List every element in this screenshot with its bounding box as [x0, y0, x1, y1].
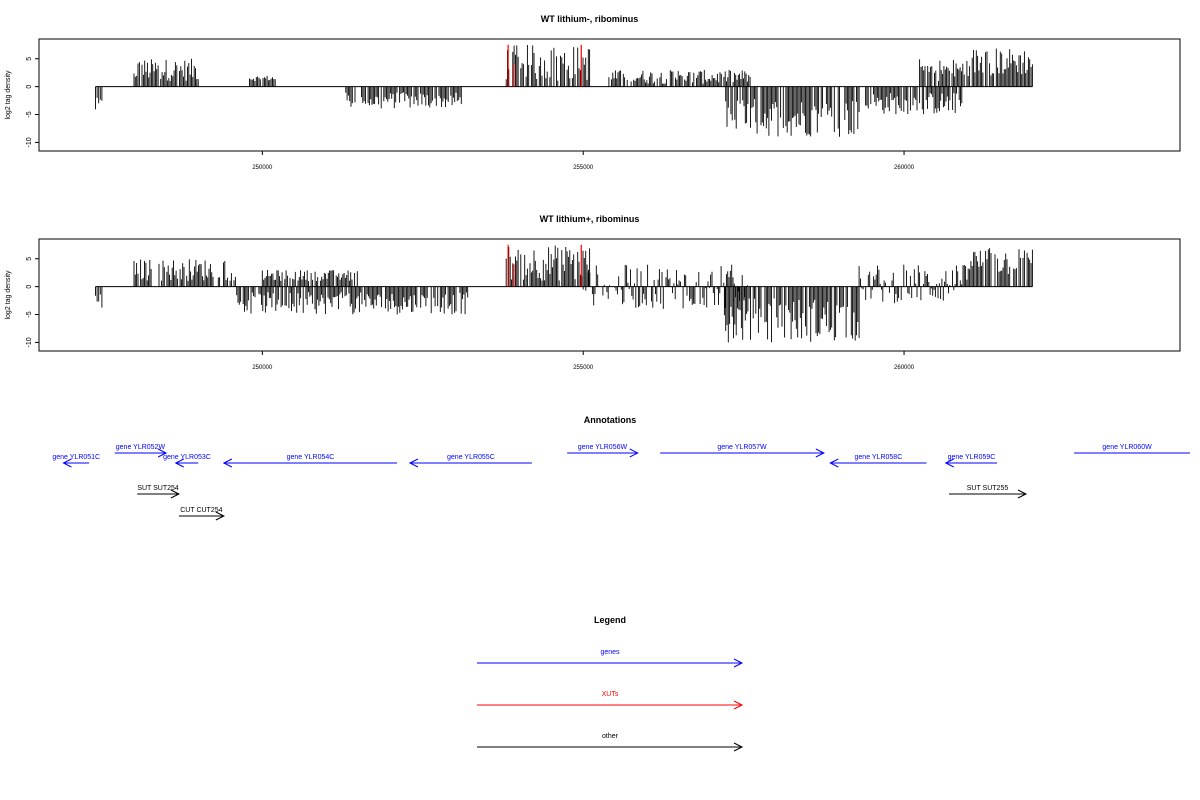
- feature-arrow: gene YLR059C: [944, 454, 998, 468]
- feature-label: gene YLR054C: [287, 454, 335, 461]
- feature-arrow: gene YLR053C: [163, 454, 211, 468]
- legend-label: other: [602, 733, 619, 740]
- legend-arrow-head: [733, 742, 744, 752]
- feature-arrow: gene YLR056W: [567, 444, 639, 458]
- x-tick-label: 255000: [573, 165, 594, 171]
- feature-arrow: gene YLR060W: [1074, 444, 1190, 454]
- feature-head: [170, 489, 181, 499]
- y-tick-label: -10: [26, 137, 33, 147]
- series-red: [507, 44, 582, 87]
- y-axis-label: log2 tag density: [5, 70, 12, 120]
- feature-label: gene YLR058C: [855, 454, 903, 461]
- legend-item: other: [477, 733, 744, 752]
- feature-head: [815, 448, 825, 458]
- x-tick-label: 260000: [894, 165, 915, 171]
- y-tick-label: 5: [26, 257, 33, 261]
- feature-label: gene YLR056W: [578, 444, 628, 451]
- y-axis-label: log2 tag density: [5, 270, 12, 320]
- feature-label: SUT SUT255: [967, 485, 1009, 492]
- x-tick-label: 260000: [894, 365, 915, 371]
- series-black: [95, 45, 1033, 137]
- feature-head: [408, 458, 419, 468]
- x-tick-label: 250000: [252, 365, 273, 371]
- x-tick-label: 255000: [573, 365, 594, 371]
- feature-arrow: gene YLR051C: [52, 454, 100, 468]
- chart-panel-1: WT lithium-, ribominus log2 tag density -1…: [5, 14, 1181, 171]
- feature-head: [829, 458, 839, 468]
- legend-item: genes: [477, 649, 744, 668]
- feature-arrow: SUT SUT254: [137, 485, 181, 499]
- feature-head: [62, 458, 72, 468]
- x-tick-label: 250000: [252, 165, 273, 171]
- feature-label: gene YLR055C: [447, 454, 495, 461]
- feature-arrow: gene YLR057W: [660, 444, 825, 458]
- legend-label: genes: [600, 649, 620, 656]
- y-tick-label: -5: [26, 311, 33, 317]
- feature-head: [157, 448, 168, 458]
- feature-label: gene YLR051C: [52, 454, 100, 461]
- feature-head: [174, 458, 184, 468]
- feature-arrow: gene YLR052W: [114, 444, 168, 458]
- y-tick-label: -10: [26, 337, 33, 347]
- plot-frame: [38, 38, 1181, 152]
- feature-arrow: SUT SUT255: [948, 485, 1028, 499]
- feature-label: gene YLR057W: [717, 444, 767, 451]
- feature-arrow: gene YLR055C: [408, 454, 532, 468]
- y-tick-label: 0: [26, 285, 33, 289]
- legend-title: Legend: [594, 615, 626, 625]
- legend: Legend genes XUTs other: [477, 615, 744, 752]
- chart-panel-2: WT lithium+, ribominus log2 tag density -1…: [5, 214, 1181, 371]
- legend-item: XUTs: [477, 691, 744, 710]
- feature-head: [1017, 489, 1028, 499]
- chart-title: WT lithium-, ribominus: [541, 14, 639, 24]
- plot-frame: [38, 238, 1181, 352]
- feature-label: gene YLR052W: [116, 444, 166, 451]
- feature-arrow: gene YLR058C: [829, 454, 927, 468]
- feature-head: [944, 458, 954, 468]
- feature-arrow: CUT CUT254: [178, 507, 225, 521]
- series-red: [507, 244, 582, 287]
- legend-arrow-head: [733, 700, 744, 710]
- annotations-title: Annotations: [584, 415, 637, 425]
- annotations-panel: Annotations gene YLR051C gene YLR052W gene …: [52, 415, 1190, 521]
- feature-label: gene YLR060W: [1102, 444, 1152, 451]
- legend-arrow-head: [733, 658, 744, 668]
- y-tick-label: 5: [26, 57, 33, 61]
- feature-head: [222, 458, 233, 468]
- feature-label: SUT SUT254: [137, 485, 179, 492]
- feature-label: CUT CUT254: [180, 507, 222, 514]
- y-tick-label: 0: [26, 85, 33, 89]
- legend-label: XUTs: [602, 691, 619, 698]
- feature-label: gene YLR059C: [948, 454, 996, 461]
- feature-head: [629, 448, 639, 458]
- y-tick-label: -5: [26, 111, 33, 117]
- series-black: [95, 245, 1033, 343]
- feature-arrow: gene YLR054C: [222, 454, 398, 468]
- feature-label: gene YLR053C: [163, 454, 211, 461]
- feature-head: [215, 511, 225, 521]
- chart-title: WT lithium+, ribominus: [540, 214, 640, 224]
